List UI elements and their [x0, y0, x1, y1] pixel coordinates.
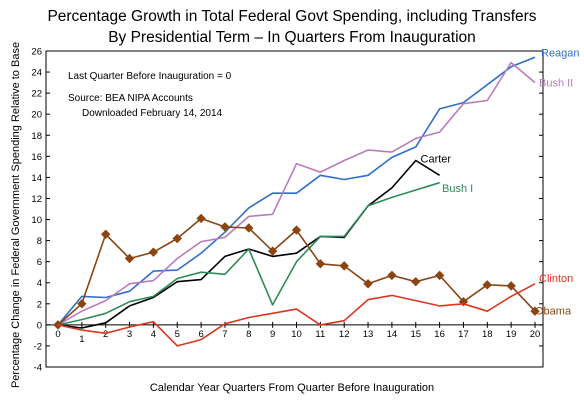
series-point-obama — [196, 213, 206, 224]
series-point-obama — [482, 280, 493, 290]
y-tick-label: 0 — [37, 320, 42, 331]
series-line-reagan — [57, 56, 536, 326]
x-tick-label: 19 — [506, 329, 517, 340]
series-point-obama — [434, 270, 445, 281]
y-tick-label: 14 — [31, 173, 42, 184]
x-axis-label: Calendar Year Quarters From Quarter Befo… — [150, 382, 434, 394]
x-tick-label: 11 — [315, 329, 325, 340]
y-axis-label: Percentage Change in Federal Government … — [10, 42, 22, 388]
x-tick-label: 0 — [55, 329, 60, 340]
series-label-bush-i: Bush I — [442, 183, 473, 195]
series-point-obama — [339, 261, 349, 271]
y-tick-label: 24 — [31, 68, 42, 79]
y-tick-label: 16 — [31, 152, 42, 163]
series-line-bush-ii — [57, 61, 536, 326]
x-tick-label: 9 — [270, 329, 275, 340]
y-tick-label: 18 — [31, 131, 42, 142]
series-point-obama — [267, 246, 278, 256]
series-point-obama — [291, 225, 302, 235]
series-point-obama — [100, 229, 111, 239]
x-tick-label: 13 — [363, 329, 374, 340]
x-tick-label: 3 — [127, 329, 132, 340]
series-label-clinton: Clinton — [539, 273, 573, 285]
x-tick-label: 5 — [175, 329, 180, 340]
series-point-obama — [387, 270, 397, 281]
x-tick-label: 4 — [151, 329, 156, 340]
chart-title-line-1: Percentage Growth in Total Federal Govt … — [47, 8, 536, 25]
note-source: Source: BEA NIPA Accounts — [68, 93, 193, 104]
x-tick-label: 2 — [103, 329, 108, 340]
chart-title-line-2: By Presidential Term – In Quarters From … — [108, 29, 476, 46]
series-point-obama — [530, 306, 540, 316]
y-tick-label: 2 — [37, 299, 42, 310]
x-tick-label: 16 — [434, 329, 445, 340]
y-tick-label: 26 — [31, 47, 42, 58]
series-label-reagan: Reagan — [541, 47, 580, 59]
y-tick-label: 8 — [37, 236, 42, 247]
series-line-bush-i — [57, 181, 440, 326]
series-point-obama — [220, 222, 230, 232]
x-tick-label: 10 — [291, 329, 302, 340]
series-label-carter: Carter — [421, 154, 452, 166]
plot-frame — [45, 50, 544, 368]
series-label-bush-ii: Bush II — [539, 78, 573, 90]
y-tick-label: 6 — [37, 257, 42, 268]
y-tick-label: 10 — [31, 215, 42, 226]
series-point-obama — [315, 259, 326, 269]
x-tick-label: 18 — [482, 329, 493, 340]
series-point-obama — [77, 299, 87, 309]
y-tick-label: 20 — [31, 110, 42, 121]
series-point-obama — [124, 253, 135, 264]
x-tick-label: 6 — [198, 329, 203, 340]
y-tick-label: 4 — [37, 278, 42, 289]
series-point-obama — [172, 233, 182, 244]
y-tick-label: 12 — [31, 194, 42, 205]
x-tick-label: 12 — [339, 329, 350, 340]
y-tick-label: -2 — [34, 341, 42, 352]
series-point-obama — [148, 247, 159, 257]
note-baseline: Last Quarter Before Inauguration = 0 — [68, 71, 232, 82]
x-tick-label: 20 — [530, 329, 541, 340]
x-tick-label: 17 — [458, 329, 469, 340]
x-tick-label: 8 — [246, 329, 251, 340]
y-tick-label: 22 — [31, 89, 42, 100]
series-label-obama: Obama — [535, 305, 572, 317]
series-point-obama — [411, 276, 421, 287]
x-tick-label: 1 — [79, 334, 84, 345]
y-tick-label: -4 — [34, 363, 42, 374]
series-line-clinton — [57, 283, 536, 347]
series-point-obama — [363, 279, 373, 289]
series-point-obama — [53, 320, 63, 330]
note-downloaded: Downloaded February 14, 2014 — [82, 108, 223, 119]
series-point-obama — [244, 223, 254, 233]
x-tick-label: 7 — [222, 329, 227, 340]
series-point-obama — [506, 281, 516, 291]
x-tick-label: 14 — [387, 329, 398, 340]
x-tick-label: 15 — [410, 329, 421, 340]
